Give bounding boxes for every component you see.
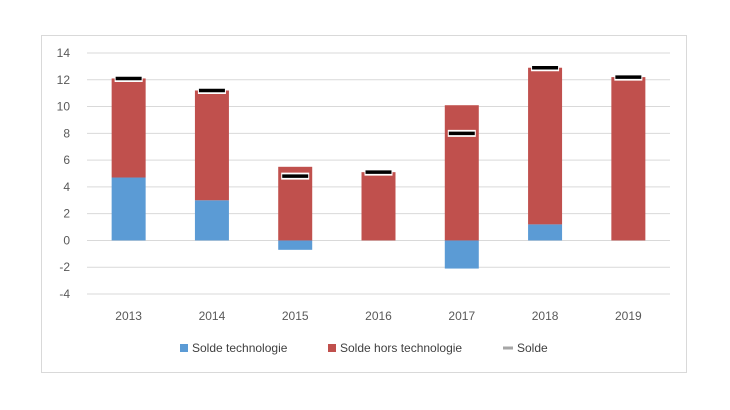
y-tick-label: 12 xyxy=(57,73,71,87)
x-tick-label: 2015 xyxy=(282,309,309,323)
y-tick-label: 4 xyxy=(63,180,70,194)
x-tick-label: 2018 xyxy=(532,309,559,323)
y-tick-label: -4 xyxy=(59,287,70,301)
x-tick-label: 2014 xyxy=(199,309,226,323)
y-tick-label: 8 xyxy=(63,126,70,140)
solde-markers xyxy=(114,64,643,180)
x-axis: 2013 2014 2015 2016 2017 2018 2019 xyxy=(115,309,642,323)
legend-solde-technologie: Solde technologie xyxy=(180,341,288,355)
x-tick-label: 2019 xyxy=(615,309,642,323)
y-tick-label: 2 xyxy=(63,207,70,221)
y-tick-label: 6 xyxy=(63,153,70,167)
y-tick-label: 0 xyxy=(63,233,70,247)
x-tick-label: 2016 xyxy=(365,309,392,323)
legend-solde-hors-technologie-label: Solde hors technologie xyxy=(340,341,462,355)
legend-solde-hors-technologie-swatch xyxy=(328,344,336,352)
x-tick-label: 2017 xyxy=(448,309,475,323)
bars xyxy=(111,67,646,269)
bar-solde-hors-technologie-2016 xyxy=(361,172,396,241)
x-tick-label: 2013 xyxy=(115,309,142,323)
bar-solde-hors-technologie-2014 xyxy=(194,90,229,201)
legend-solde-technologie-swatch xyxy=(180,344,188,352)
bar-solde-hors-technologie-2013 xyxy=(111,78,146,178)
legend-solde-technologie-label: Solde technologie xyxy=(192,341,288,355)
bar-solde-technologie-2017 xyxy=(444,240,479,269)
legend: Solde technologie Solde hors technologie S… xyxy=(180,341,548,355)
y-tick-label: 10 xyxy=(57,100,71,114)
legend-solde-label: Solde xyxy=(517,341,548,355)
legend-solde-hors-technologie: Solde hors technologie xyxy=(328,341,462,355)
gridlines xyxy=(87,52,670,295)
legend-solde: Solde xyxy=(503,341,548,355)
bar-solde-hors-technologie-2019 xyxy=(611,77,646,241)
bar-solde-technologie-2014 xyxy=(194,200,229,241)
bar-solde-hors-technologie-2017 xyxy=(444,105,479,241)
y-tick-label: 14 xyxy=(57,46,71,60)
bar-solde-technologie-2013 xyxy=(111,177,146,241)
bar-solde-technologie-2018 xyxy=(528,224,563,241)
bar-solde-hors-technologie-2018 xyxy=(528,67,563,225)
bar-solde-technologie-2015 xyxy=(278,240,313,250)
y-tick-label: -2 xyxy=(59,260,70,274)
y-axis: 14 12 10 8 6 4 2 0 -2 -4 xyxy=(57,46,71,301)
